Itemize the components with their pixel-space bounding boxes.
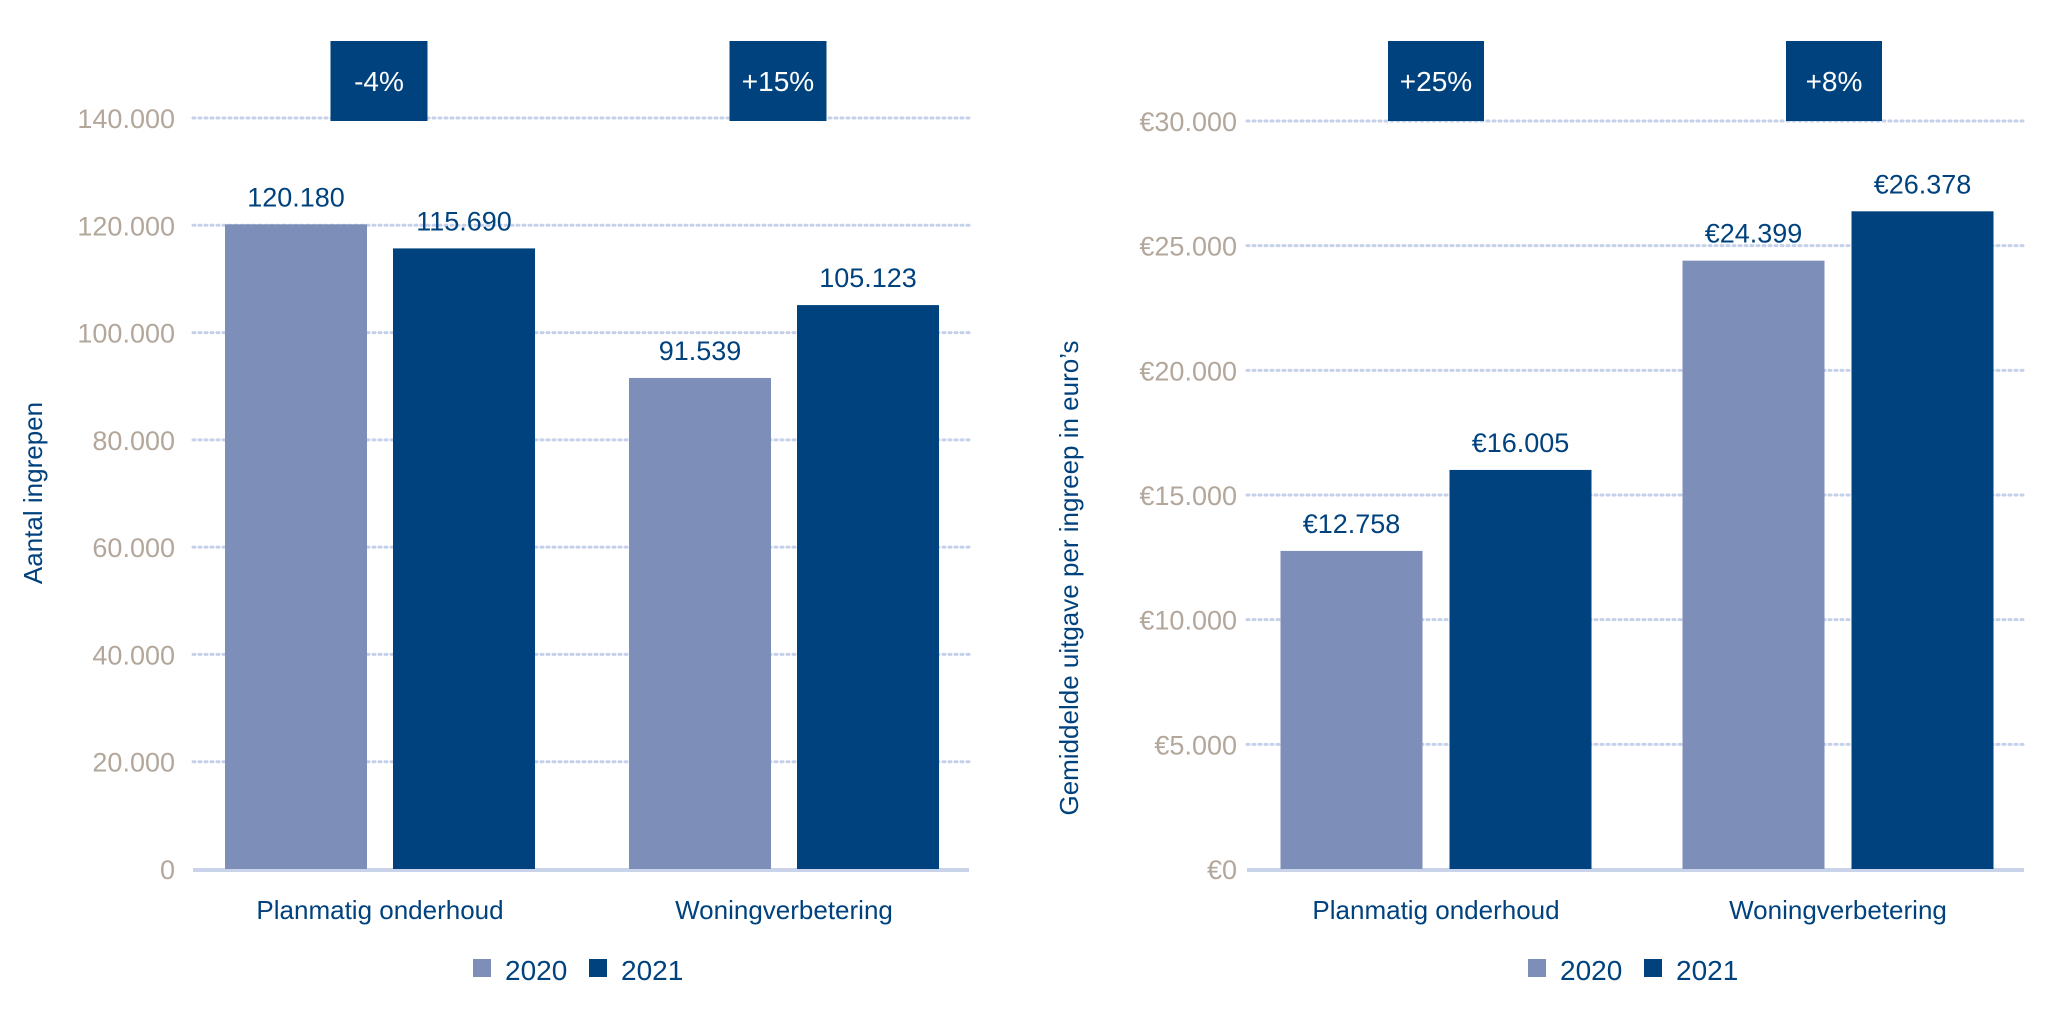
bar-2020-planmatig-onderhoud bbox=[225, 224, 367, 870]
y-tick-label: €30.000 bbox=[1139, 107, 1237, 137]
change-badge-label: +8% bbox=[1806, 66, 1863, 97]
x-category-label: Woningverbetering bbox=[1729, 895, 1947, 925]
change-badge bbox=[330, 41, 428, 121]
y-tick-label: 80.000 bbox=[92, 426, 175, 456]
y-tick-label: 120.000 bbox=[77, 211, 175, 241]
y-tick-label: 0 bbox=[160, 855, 175, 885]
y-tick-label: €5.000 bbox=[1154, 730, 1237, 760]
change-badge-label: +15% bbox=[742, 66, 814, 97]
bar-value-label: 115.690 bbox=[416, 206, 512, 236]
bar-2021-planmatig-onderhoud bbox=[393, 248, 535, 870]
bar-2021-woningverbetering bbox=[1851, 211, 1994, 869]
y-tick-label: €15.000 bbox=[1139, 481, 1237, 511]
y-tick-label: 140.000 bbox=[77, 104, 175, 134]
bar-value-label: €16.005 bbox=[1472, 428, 1570, 458]
y-tick-label: €20.000 bbox=[1139, 356, 1237, 386]
change-badge-label: -4% bbox=[354, 66, 404, 97]
bar-value-label: €12.758 bbox=[1303, 509, 1401, 539]
change-badge-label: +25% bbox=[1400, 66, 1472, 97]
x-category-label: Woningverbetering bbox=[675, 895, 893, 925]
change-badge bbox=[729, 41, 827, 121]
legend-swatch-2020 bbox=[473, 959, 491, 977]
bar-2021-woningverbetering bbox=[797, 305, 939, 869]
legend-label: 2021 bbox=[621, 955, 683, 986]
legend-label: 2020 bbox=[1560, 955, 1622, 986]
bar-value-label: €24.399 bbox=[1705, 219, 1803, 249]
bar-value-label: 91.539 bbox=[659, 336, 742, 366]
bar-value-label: 120.180 bbox=[247, 182, 345, 212]
y-tick-label: 20.000 bbox=[92, 748, 175, 778]
bar-2021-planmatig-onderhoud bbox=[1449, 469, 1592, 869]
x-category-label: Planmatig onderhoud bbox=[256, 895, 503, 925]
change-badge bbox=[1388, 41, 1484, 121]
y-axis-title: Gemiddelde uitgave per ingreep in euro’s bbox=[1054, 340, 1084, 815]
legend-label: 2020 bbox=[505, 955, 567, 986]
legend-swatch-2021 bbox=[1644, 959, 1662, 977]
x-category-label: Planmatig onderhoud bbox=[1312, 895, 1559, 925]
y-tick-label: 60.000 bbox=[92, 533, 175, 563]
bar-2020-planmatig-onderhoud bbox=[1280, 550, 1423, 869]
y-tick-label: €0 bbox=[1207, 855, 1237, 885]
bar-value-label: 105.123 bbox=[819, 263, 917, 293]
y-tick-label: 40.000 bbox=[92, 640, 175, 670]
change-badge bbox=[1786, 41, 1882, 121]
bar-2020-woningverbetering bbox=[1682, 260, 1825, 869]
legend-swatch-2021 bbox=[589, 959, 607, 977]
legend-swatch-2020 bbox=[1528, 959, 1546, 977]
y-tick-label: €10.000 bbox=[1139, 606, 1237, 636]
y-tick-label: 100.000 bbox=[77, 319, 175, 349]
y-axis-title: Aantal ingrepen bbox=[18, 402, 48, 584]
legend-label: 2021 bbox=[1676, 955, 1738, 986]
bar-value-label: €26.378 bbox=[1874, 169, 1972, 199]
y-tick-label: €25.000 bbox=[1139, 232, 1237, 262]
bar-2020-woningverbetering bbox=[629, 377, 771, 869]
